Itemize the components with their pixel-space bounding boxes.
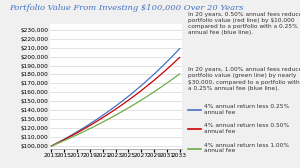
Text: 4% annual return less 0.25%
annual fee: 4% annual return less 0.25% annual fee (204, 104, 289, 115)
Text: In 20 years, 0.50% annual fees reduce
portfolio value (red line) by $10,000
comp: In 20 years, 0.50% annual fees reduce po… (188, 12, 300, 35)
Text: 4% annual return less 0.50%
annual fee: 4% annual return less 0.50% annual fee (204, 123, 289, 134)
Text: 4% annual return less 1.00%
annual fee: 4% annual return less 1.00% annual fee (204, 143, 289, 153)
Text: In 20 years, 1.00% annual fees reduce
portfolio value (green line) by nearly
$30: In 20 years, 1.00% annual fees reduce po… (188, 67, 300, 91)
Text: Portfolio Value From Investing $100,000 Over 20 Years: Portfolio Value From Investing $100,000 … (9, 4, 243, 12)
